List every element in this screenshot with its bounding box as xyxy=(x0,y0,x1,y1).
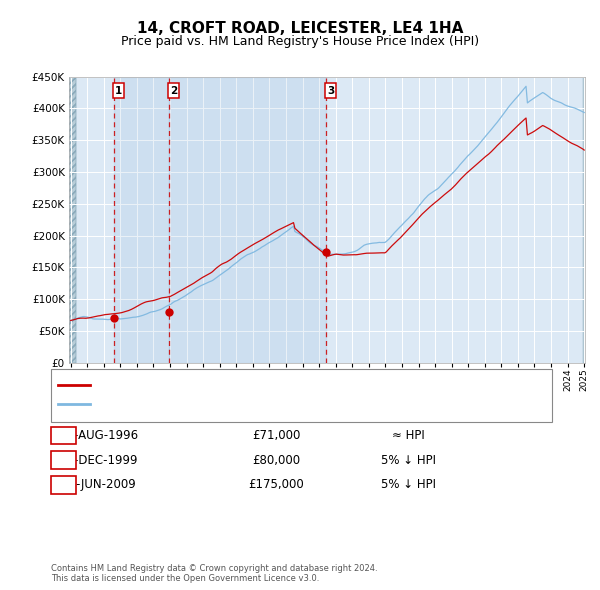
Text: 17-DEC-1999: 17-DEC-1999 xyxy=(60,454,138,467)
Bar xyxy=(169,77,326,363)
Text: 14, CROFT ROAD, LEICESTER, LE4 1HA: 14, CROFT ROAD, LEICESTER, LE4 1HA xyxy=(137,21,463,35)
Text: £175,000: £175,000 xyxy=(248,478,304,491)
Bar xyxy=(65,77,76,363)
Text: 2: 2 xyxy=(170,86,177,96)
Text: Contains HM Land Registry data © Crown copyright and database right 2024.
This d: Contains HM Land Registry data © Crown c… xyxy=(51,563,377,583)
Bar xyxy=(65,77,76,363)
Text: ≈ HPI: ≈ HPI xyxy=(392,429,424,442)
Text: £80,000: £80,000 xyxy=(252,454,300,467)
Text: 2: 2 xyxy=(59,454,68,467)
Text: 5% ↓ HPI: 5% ↓ HPI xyxy=(380,454,436,467)
Text: Price paid vs. HM Land Registry's House Price Index (HPI): Price paid vs. HM Land Registry's House … xyxy=(121,35,479,48)
Text: 1: 1 xyxy=(59,429,68,442)
Text: HPI: Average price, detached house, Leicester: HPI: Average price, detached house, Leic… xyxy=(96,399,337,409)
Text: 3: 3 xyxy=(327,86,334,96)
Text: 3: 3 xyxy=(59,478,68,491)
Text: 1: 1 xyxy=(115,86,122,96)
Bar xyxy=(115,77,169,363)
Text: £71,000: £71,000 xyxy=(252,429,300,442)
Bar xyxy=(583,77,589,363)
Text: 21-AUG-1996: 21-AUG-1996 xyxy=(59,429,139,442)
Text: 5% ↓ HPI: 5% ↓ HPI xyxy=(380,478,436,491)
Text: 11-JUN-2009: 11-JUN-2009 xyxy=(62,478,136,491)
Text: 14, CROFT ROAD, LEICESTER, LE4 1HA (detached house): 14, CROFT ROAD, LEICESTER, LE4 1HA (deta… xyxy=(96,381,392,390)
